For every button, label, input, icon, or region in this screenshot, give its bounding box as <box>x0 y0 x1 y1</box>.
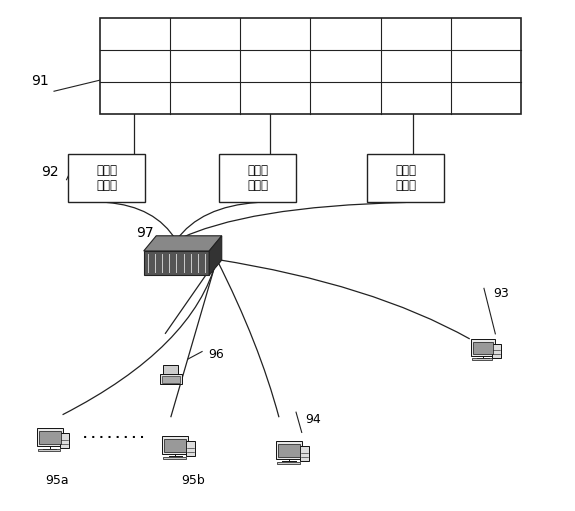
Bar <box>68 154 145 202</box>
Bar <box>160 374 182 384</box>
Text: 92: 92 <box>41 165 58 179</box>
Bar <box>471 339 494 356</box>
Bar <box>39 431 61 445</box>
Text: 97: 97 <box>136 226 154 240</box>
Bar <box>276 441 302 459</box>
Text: 93: 93 <box>493 287 509 300</box>
Text: . . . . . . . .: . . . . . . . . <box>83 430 144 440</box>
Bar <box>164 439 186 452</box>
Bar <box>300 446 309 461</box>
Bar <box>278 444 300 457</box>
Bar <box>38 449 60 451</box>
Text: 95a: 95a <box>45 474 68 487</box>
Bar <box>492 344 500 358</box>
Bar <box>60 433 70 448</box>
Bar <box>186 440 195 456</box>
Bar <box>219 154 296 202</box>
Text: 拼接屏
处理器: 拼接屏 处理器 <box>395 165 416 193</box>
Text: 91: 91 <box>31 74 49 88</box>
Polygon shape <box>144 251 209 275</box>
Bar <box>99 18 521 114</box>
Bar <box>163 365 178 375</box>
Polygon shape <box>209 236 222 275</box>
Text: 拼接屏
处理器: 拼接屏 处理器 <box>247 165 268 193</box>
Bar <box>473 342 493 354</box>
Bar <box>162 436 188 454</box>
Bar <box>163 457 186 458</box>
Text: 94: 94 <box>305 413 321 426</box>
Bar <box>37 428 63 446</box>
Bar <box>277 462 300 463</box>
Bar <box>472 358 492 360</box>
Bar <box>367 154 444 202</box>
Polygon shape <box>144 236 222 251</box>
Text: 96: 96 <box>209 347 224 361</box>
Text: 95b: 95b <box>182 474 205 487</box>
Bar <box>162 376 180 383</box>
Text: 拼接屏
处理器: 拼接屏 处理器 <box>96 165 117 193</box>
